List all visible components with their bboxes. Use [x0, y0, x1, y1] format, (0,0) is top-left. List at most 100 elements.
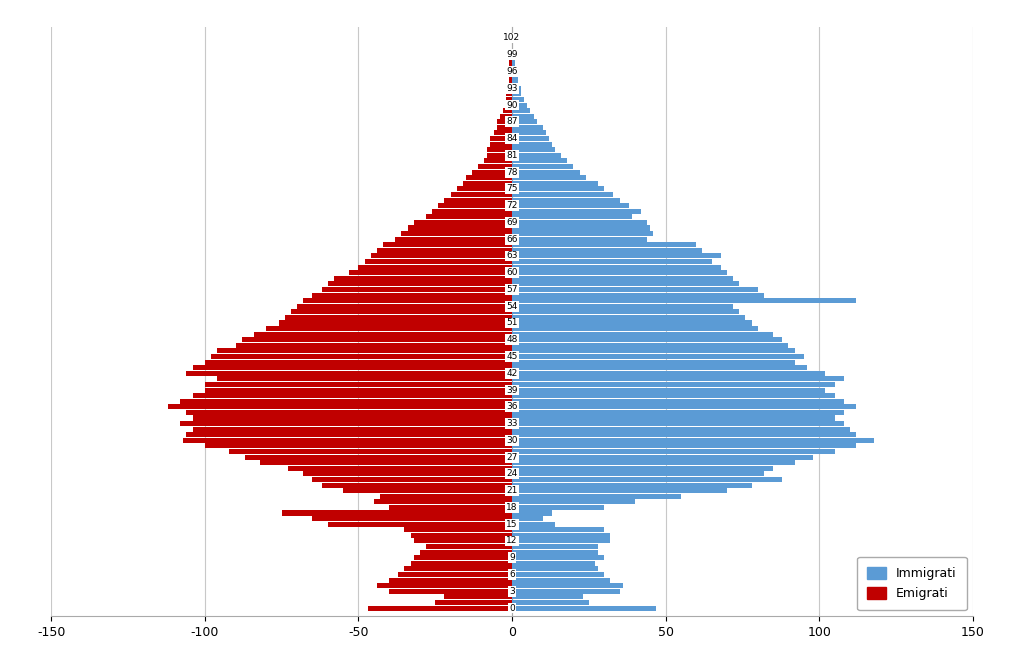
Bar: [512, 119, 537, 125]
Bar: [512, 86, 521, 91]
Bar: [494, 131, 512, 135]
Bar: [408, 226, 512, 230]
Bar: [512, 516, 543, 521]
Bar: [512, 220, 647, 225]
Bar: [512, 494, 681, 498]
Bar: [497, 125, 512, 130]
Bar: [512, 136, 549, 141]
Bar: [509, 86, 512, 91]
Bar: [512, 466, 773, 471]
Bar: [506, 91, 512, 96]
Bar: [512, 505, 604, 510]
Bar: [490, 136, 512, 141]
Bar: [512, 103, 527, 108]
Bar: [512, 253, 721, 259]
Bar: [303, 298, 512, 303]
Bar: [463, 181, 512, 186]
Bar: [377, 248, 512, 253]
Bar: [512, 488, 727, 493]
Bar: [509, 80, 512, 85]
Text: 63: 63: [506, 251, 518, 261]
Bar: [512, 539, 610, 543]
Bar: [512, 248, 702, 253]
Bar: [512, 64, 515, 68]
Bar: [411, 533, 512, 538]
Bar: [186, 410, 512, 415]
Text: 84: 84: [506, 134, 518, 143]
Bar: [512, 243, 696, 247]
Bar: [512, 170, 580, 175]
Text: 24: 24: [507, 470, 517, 478]
Bar: [322, 482, 512, 488]
Bar: [512, 387, 825, 393]
Bar: [414, 539, 512, 543]
Bar: [395, 237, 512, 242]
Text: 69: 69: [506, 218, 518, 227]
Bar: [512, 192, 613, 197]
Bar: [404, 566, 512, 572]
Text: 96: 96: [506, 67, 518, 76]
Bar: [389, 589, 512, 594]
Bar: [254, 332, 512, 337]
Bar: [512, 572, 604, 577]
Bar: [512, 360, 795, 364]
Bar: [512, 544, 598, 549]
Bar: [487, 147, 512, 152]
Bar: [205, 360, 512, 364]
Bar: [414, 555, 512, 560]
Bar: [438, 203, 512, 208]
Bar: [512, 348, 795, 354]
Bar: [312, 516, 512, 521]
Bar: [512, 472, 764, 476]
Bar: [205, 387, 512, 393]
Bar: [512, 393, 835, 398]
Bar: [435, 600, 512, 605]
Bar: [279, 320, 512, 326]
Text: 9: 9: [509, 553, 515, 562]
Bar: [512, 293, 764, 297]
Bar: [512, 549, 598, 555]
Bar: [512, 304, 733, 309]
Bar: [512, 455, 813, 460]
Bar: [509, 58, 512, 63]
Bar: [328, 522, 512, 527]
Bar: [512, 566, 598, 572]
Bar: [512, 415, 835, 421]
Bar: [401, 231, 512, 236]
Bar: [512, 52, 515, 57]
Bar: [193, 365, 512, 371]
Bar: [358, 265, 512, 269]
Bar: [389, 578, 512, 583]
Bar: [193, 393, 512, 398]
Bar: [193, 415, 512, 421]
Bar: [365, 259, 512, 264]
Legend: Immigrati, Emigrati: Immigrati, Emigrati: [857, 557, 967, 610]
Bar: [512, 198, 620, 202]
Bar: [512, 226, 650, 230]
Bar: [398, 572, 512, 577]
Bar: [512, 237, 647, 242]
Bar: [512, 298, 856, 303]
Bar: [349, 270, 512, 275]
Bar: [512, 438, 874, 443]
Bar: [512, 80, 518, 85]
Bar: [509, 69, 512, 74]
Bar: [490, 141, 512, 147]
Bar: [205, 382, 512, 387]
Bar: [512, 371, 825, 376]
Bar: [383, 243, 512, 247]
Bar: [205, 444, 512, 448]
Text: 6: 6: [509, 570, 515, 579]
Bar: [512, 114, 534, 119]
Text: 75: 75: [506, 184, 518, 194]
Text: 33: 33: [506, 419, 518, 428]
Bar: [503, 108, 512, 113]
Bar: [512, 265, 721, 269]
Bar: [444, 198, 512, 202]
Bar: [512, 287, 758, 292]
Bar: [414, 220, 512, 225]
Bar: [457, 186, 512, 192]
Bar: [282, 511, 512, 515]
Bar: [451, 192, 512, 197]
Bar: [497, 119, 512, 125]
